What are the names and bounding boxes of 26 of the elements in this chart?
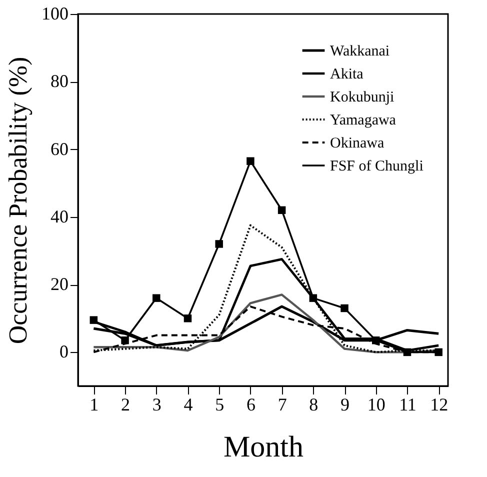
legend-label: Kokubunji: [330, 90, 394, 106]
x-tick-label: 6: [246, 394, 256, 414]
legend-label: FSF of Chungli: [330, 158, 424, 174]
x-tick-label: 5: [215, 394, 224, 414]
y-tick-label: 80: [50, 71, 68, 92]
legend-label: Yamagawa: [330, 112, 396, 128]
x-tick-label: 7: [278, 394, 287, 414]
y-axis-title: Occurrence Probability (%): [4, 56, 32, 344]
x-tick-label: 4: [184, 394, 193, 414]
y-tick-label: 100: [42, 4, 68, 24]
x-tick-label: 3: [152, 394, 162, 414]
legend-label: Wakkanai: [330, 44, 390, 60]
x-tick-label: 8: [309, 394, 318, 414]
x-tick-label: 11: [399, 394, 416, 414]
x-tick-label: 9: [340, 394, 350, 414]
x-axis-title: Month: [223, 430, 304, 464]
x-tick-label: 12: [430, 394, 448, 414]
legend-label: Okinawa: [330, 136, 384, 152]
y-tick-label: 0: [60, 342, 68, 362]
y-tick-label: 60: [50, 138, 68, 159]
legend-label: Akita: [330, 66, 364, 82]
x-tick-label: 10: [367, 394, 386, 414]
x-tick-label: 2: [121, 394, 130, 414]
y-tick-label: 20: [50, 274, 68, 294]
y-tick-label: 40: [50, 206, 68, 226]
x-tick-label: 1: [90, 394, 99, 414]
